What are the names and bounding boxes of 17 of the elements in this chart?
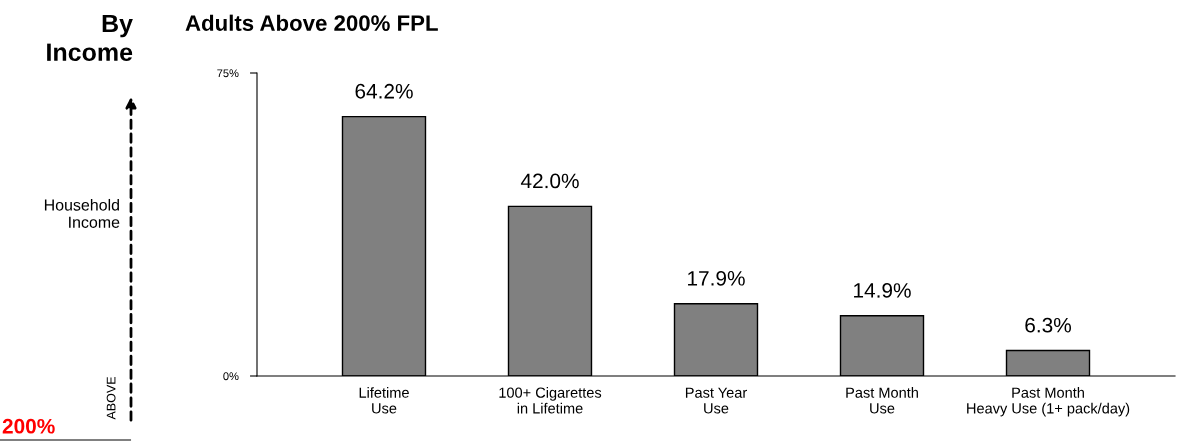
data-label: 64.2% — [355, 83, 413, 99]
x-tick-label: Past Month Heavy Use (1+ pack/day) — [967, 387, 1130, 417]
x-tick-label: 100+ Cigarettes in Lifetime — [499, 387, 602, 414]
y-tick-label: 75% — [217, 69, 239, 78]
text: By Income — [47, 14, 133, 62]
data-label: 42.0% — [520, 173, 579, 189]
text: Household Income — [44, 198, 120, 228]
x-tick-label: Past Month Use — [846, 387, 918, 414]
data-label: 17.9% — [688, 270, 745, 286]
data-label: 6.3% — [1025, 317, 1072, 333]
y-tick-label: 0% — [223, 372, 239, 381]
x-tick-label: Past Year Use — [685, 387, 747, 414]
chart-title: Adults Above 200% FPL — [185, 14, 438, 31]
data-label: 14.9% — [854, 283, 911, 298]
text: 200% — [2, 418, 55, 434]
text: ABOVE — [106, 377, 116, 420]
x-tick-label: Lifetime Use — [359, 387, 409, 414]
